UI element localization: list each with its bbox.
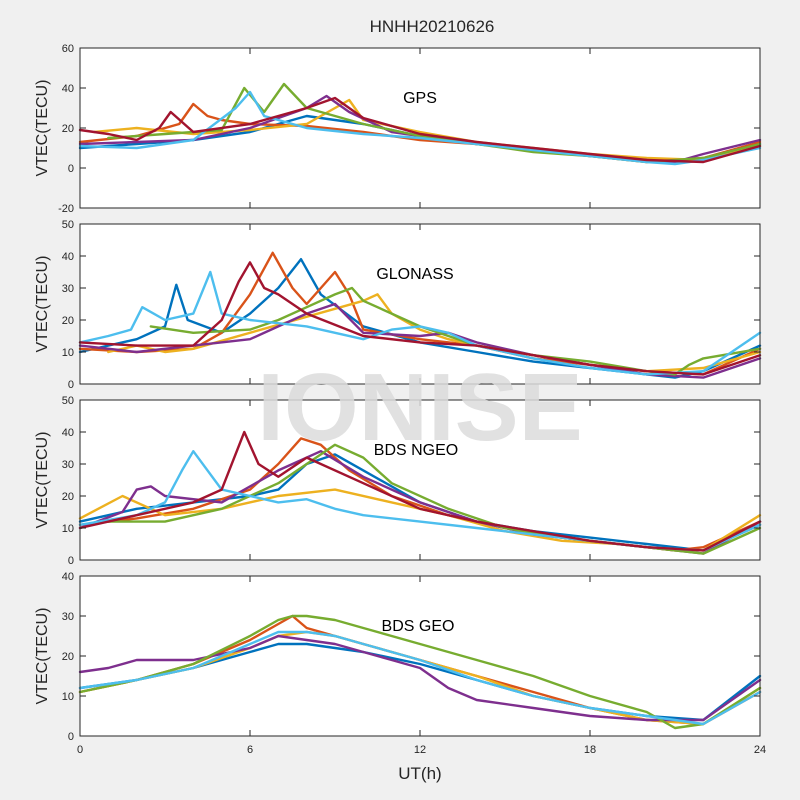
y-tick-label: 0 (68, 555, 74, 567)
panel-bds-ngeo: 0 10 20 30 40 50 VTEC(TECU) BDS NGEO (34, 395, 762, 567)
series-line-4 (78, 634, 762, 722)
y-tick-label: 40 (62, 251, 74, 263)
y-axis-label: VTEC(TECU) (34, 432, 51, 529)
y-tick-label: 50 (62, 219, 74, 231)
panel-bds-geo: 0 10 20 30 40 0 6 12 18 24 VTEC(TECU) BDS GEO (34, 571, 766, 756)
watermark: IONISE (257, 354, 582, 461)
y-tick-label: 40 (62, 571, 74, 583)
y-tick-label: 0 (68, 163, 74, 175)
x-tick-label: 0 (77, 744, 83, 756)
panel-glonass: 0 10 20 30 40 50 VTEC(TECU) GLONASS (34, 219, 762, 391)
x-tick-label: 12 (414, 744, 426, 756)
y-tick-label: 30 (62, 611, 74, 623)
y-tick-label: 30 (62, 283, 74, 295)
y-tick-label: -20 (58, 203, 74, 215)
y-tick-label: 20 (62, 651, 74, 663)
y-tick-label: 40 (62, 427, 74, 439)
y-tick-label: 0 (68, 731, 74, 743)
series-line-6 (78, 90, 762, 166)
y-tick-label: 20 (62, 315, 74, 327)
y-tick-label: 10 (62, 523, 74, 535)
x-axis-label: UT(h) (398, 764, 441, 783)
panel-label: BDS NGEO (374, 442, 458, 459)
panel-label: GLONASS (376, 266, 453, 283)
y-tick-label: 30 (62, 459, 74, 471)
panel-label: GPS (403, 90, 437, 107)
x-tick-label: 6 (247, 744, 253, 756)
series-line-6 (78, 630, 762, 726)
series-line-7 (78, 430, 762, 552)
series-line-7 (78, 261, 762, 376)
y-axis-label: VTEC(TECU) (34, 256, 51, 353)
panel-gps: -20 0 20 40 60 VTEC(TECU) GPS (34, 43, 762, 215)
y-tick-label: 50 (62, 395, 74, 407)
x-tick-label: 24 (754, 744, 766, 756)
panel-label: BDS GEO (382, 618, 455, 635)
plot-area (80, 576, 760, 736)
y-tick-label: 40 (62, 83, 74, 95)
series-line-7 (78, 96, 762, 164)
y-axis-label: VTEC(TECU) (34, 80, 51, 177)
plot-area (80, 400, 760, 560)
y-tick-label: 60 (62, 43, 74, 55)
series-line-6 (78, 270, 762, 376)
plot-area (80, 48, 760, 208)
y-tick-label: 20 (62, 123, 74, 135)
y-axis-label: VTEC(TECU) (34, 608, 51, 705)
y-tick-label: 0 (68, 379, 74, 391)
plot-area (80, 224, 760, 384)
series-line-4 (78, 302, 762, 379)
x-tick-label: 18 (584, 744, 596, 756)
y-tick-label: 10 (62, 347, 74, 359)
y-tick-label: 20 (62, 491, 74, 503)
y-tick-label: 10 (62, 691, 74, 703)
figure-title: HNHH20210626 (370, 17, 495, 36)
